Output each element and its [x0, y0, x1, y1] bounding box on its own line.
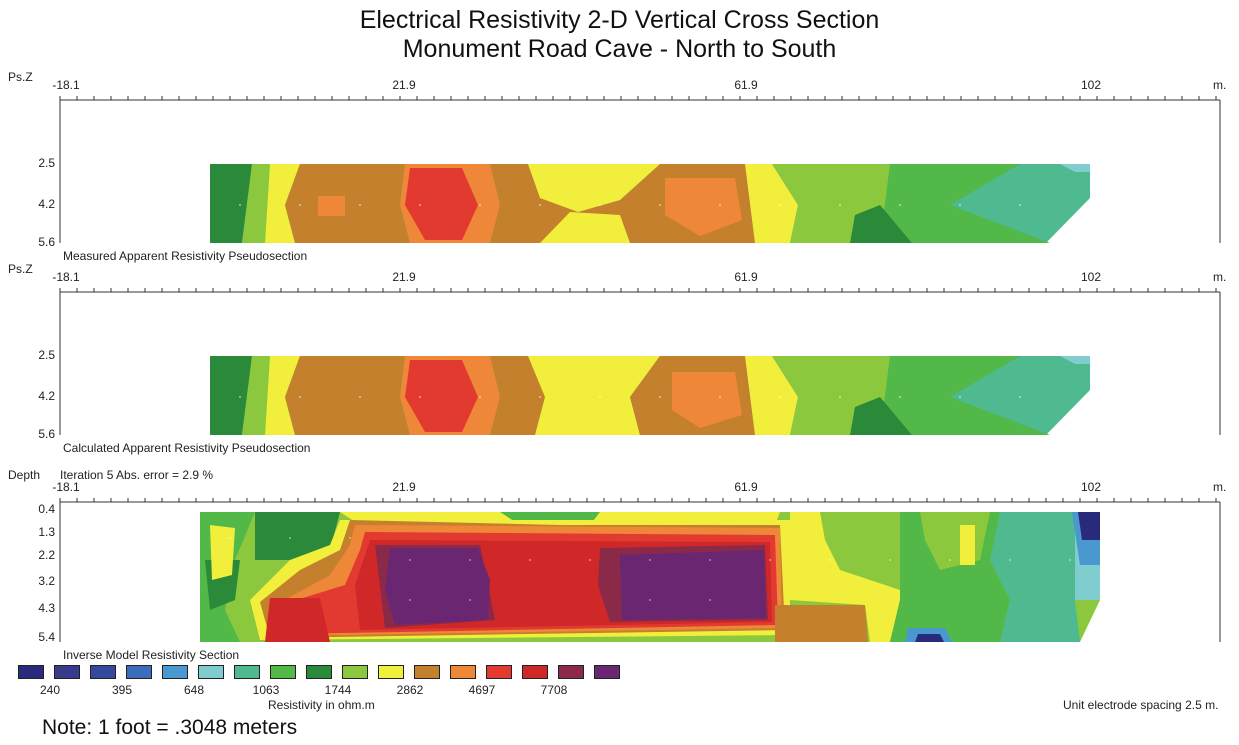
panel3-x-unit: m.: [1213, 480, 1227, 494]
legend-swatch: [378, 665, 404, 679]
panel2-x-unit: m.: [1213, 270, 1227, 284]
panel2-x-tick: -18.1: [52, 270, 80, 284]
panel3-y-tick: 2.2: [38, 548, 55, 562]
legend-value: 2862: [396, 683, 424, 697]
panel1-caption: Measured Apparent Resistivity Pseudosect…: [63, 249, 308, 263]
panel3-y-label: Depth: [8, 468, 41, 482]
panel3-y-tick: 4.3: [38, 601, 55, 615]
panel3-y-tick: 3.2: [38, 574, 55, 588]
electrode-spacing-note: Unit electrode spacing 2.5 m.: [1063, 698, 1219, 712]
legend-swatch: [234, 665, 260, 679]
panel3-x-tick: 102: [1080, 480, 1102, 494]
panel3-caption: Inverse Model Resistivity Section: [63, 648, 240, 662]
panel3-y-tick: 0.4: [38, 502, 55, 516]
legend-value: 240: [39, 683, 61, 697]
iteration-note: Iteration 5 Abs. error = 2.9 %: [60, 468, 214, 482]
panel1-x-unit: m.: [1213, 78, 1227, 92]
panel2-x-tick: 102: [1080, 270, 1102, 284]
legend-value: 395: [111, 683, 133, 697]
legend-swatch: [270, 665, 296, 679]
legend-swatch: [126, 665, 152, 679]
panel3-x-tick: -18.1: [52, 480, 80, 494]
legend-value: 1744: [324, 683, 352, 697]
legend-swatch: [54, 665, 80, 679]
chart-title-line2: Monument Road Cave - North to South: [402, 35, 837, 63]
panel2-y-label: Ps.Z: [8, 262, 33, 276]
legend-value: 7708: [540, 683, 568, 697]
legend-swatch: [414, 665, 440, 679]
legend-swatch: [18, 665, 44, 679]
legend-value: 4697: [468, 683, 496, 697]
inverse-model-cells: [229, 537, 1071, 601]
panel2-y-tick: 5.6: [38, 427, 55, 441]
chart-title-line1: Electrical Resistivity 2-D Vertical Cros…: [359, 6, 880, 34]
panel1-y-tick: 5.6: [38, 235, 55, 249]
legend-swatch: [90, 665, 116, 679]
measured-pseudosection-plot: [59, 96, 1221, 243]
inverse-model-plot: [59, 498, 1221, 642]
panel1-y-label: Ps.Z: [8, 70, 33, 84]
inverse-axis: [59, 498, 1221, 642]
panel1-y-tick: 4.2: [38, 197, 55, 211]
panel3-y-tick: 5.4: [38, 630, 55, 644]
panel2-x-tick: 61.9: [734, 270, 758, 284]
legend-value: 1063: [252, 683, 280, 697]
legend-swatch: [306, 665, 332, 679]
measured-contour-fill: [210, 164, 1090, 243]
panel2-y-tick: 4.2: [38, 389, 55, 403]
panel2-x-tick: 21.9: [392, 270, 416, 284]
inverse-contour-fill: [200, 512, 1100, 642]
panel1-x-tick: 21.9: [392, 78, 416, 92]
measured-data-points: [239, 204, 1021, 206]
panel2-caption: Calculated Apparent Resistivity Pseudose…: [63, 441, 311, 455]
panel1-x-tick: -18.1: [52, 78, 80, 92]
legend-swatch: [162, 665, 188, 679]
calculated-contour-fill: [210, 356, 1090, 435]
legend-swatch: [450, 665, 476, 679]
panel3-y-tick: 1.3: [38, 525, 55, 539]
unit-conversion-note: Note: 1 foot = .3048 meters: [42, 716, 298, 739]
panel1-x-tick: 102: [1080, 78, 1102, 92]
calculated-data-points: [239, 396, 1021, 398]
legend-swatch: [522, 665, 548, 679]
panel1-x-tick: 61.9: [734, 78, 758, 92]
panel2-y-tick: 2.5: [38, 348, 55, 362]
legend-swatch: [198, 665, 224, 679]
legend-swatch: [486, 665, 512, 679]
calculated-axis: [59, 288, 1221, 435]
panel1-y-tick: 2.5: [38, 156, 55, 170]
legend-value: 648: [183, 683, 205, 697]
legend-swatch: [342, 665, 368, 679]
legend-unit-label: Resistivity in ohm.m: [268, 698, 375, 712]
panel3-x-tick: 61.9: [734, 480, 758, 494]
measured-axis: [59, 96, 1221, 243]
legend-swatch: [558, 665, 584, 679]
panel3-x-tick: 21.9: [392, 480, 416, 494]
calculated-pseudosection-plot: [59, 288, 1221, 435]
legend-swatch: [594, 665, 620, 679]
